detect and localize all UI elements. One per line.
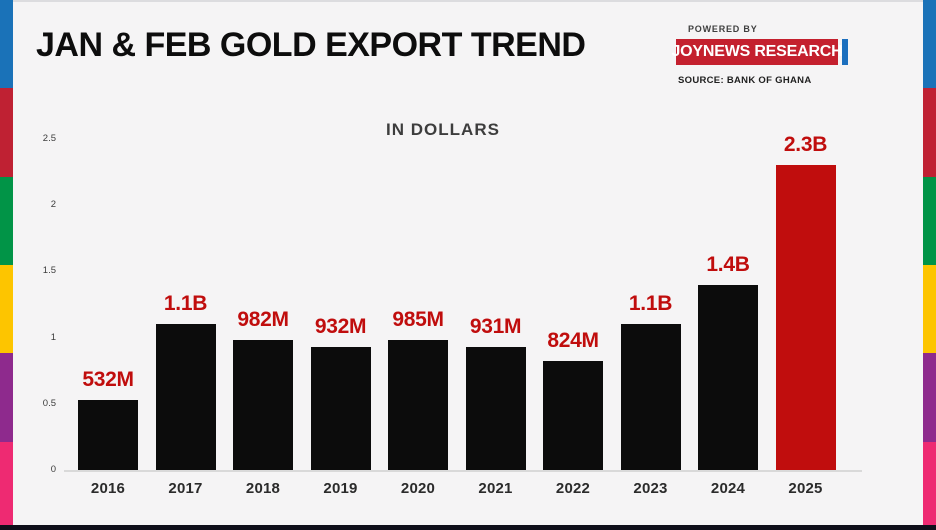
bar-2022 (543, 361, 603, 470)
category-label-2018: 2018 (245, 480, 281, 497)
y-axis: 0 0.5 1 1.5 2 2.5 (24, 133, 56, 475)
bottom-band (0, 525, 936, 530)
bar-group-2025: 2.3B 2025 (775, 133, 836, 497)
category-label-2022: 2022 (555, 480, 591, 497)
chart-subtitle: IN DOLLARS (386, 120, 500, 139)
source-label: SOURCE: BANK OF GHANA (678, 75, 812, 86)
value-label-2017: 1.1B (163, 292, 208, 315)
brand-badge-label: JOYNEWS RESEARCH (671, 43, 843, 60)
value-label-2021: 931M (469, 315, 522, 338)
y-tick-label: 0 (50, 464, 56, 475)
bar-group-2024: 1.4B 2024 (698, 139, 758, 497)
page-title: JAN & FEB GOLD EXPORT TREND (36, 26, 586, 64)
value-label-2020: 985M (392, 308, 444, 331)
stripe-segment (0, 441, 13, 530)
category-label-2020: 2020 (400, 480, 436, 497)
value-label-2019: 932M (314, 315, 367, 338)
brand-badge-row: JOYNEWS RESEARCH (671, 39, 876, 65)
category-label-2016: 2016 (90, 480, 126, 497)
joynews-research-badge: JOYNEWS RESEARCH (671, 39, 843, 65)
category-label-2021: 2021 (478, 480, 513, 497)
bar-group-2020: 985M 2020 (388, 139, 448, 497)
bar-2021 (465, 347, 526, 470)
stripe-segment (0, 264, 13, 354)
value-label-2025: 2.3B (783, 133, 828, 156)
stripe-segment (923, 0, 936, 89)
value-label-2024: 1.4B (706, 253, 750, 276)
y-tick-label: 2.5 (42, 133, 56, 144)
category-label-2024: 2024 (710, 480, 746, 497)
left-color-stripe (0, 0, 13, 530)
top-border (0, 0, 936, 2)
bar-2024 (698, 285, 758, 470)
y-tick-label: 0.5 (42, 397, 56, 409)
bar-group-2021: 931M 2021 (465, 139, 526, 497)
bar-2019 (310, 347, 371, 470)
badge-accent-bar (842, 39, 848, 65)
value-label-2018: 982M (237, 308, 289, 331)
right-color-stripe (923, 0, 936, 530)
brand-block: POWERED BY JOYNEWS RESEARCH SOURCE: BANK… (671, 24, 876, 86)
stripe-segment (0, 88, 13, 177)
category-label-2017: 2017 (168, 480, 203, 497)
stripe-segment (0, 353, 13, 442)
stripe-segment (923, 176, 936, 265)
stripe-segment (923, 88, 936, 177)
bar-2020 (388, 340, 448, 470)
value-label-2016: 532M (82, 368, 134, 391)
bar-group-2023: 1.1B 2023 (620, 139, 681, 497)
y-tick-label: 1 (50, 331, 56, 343)
y-tick-label: 1.5 (42, 265, 56, 277)
bar-2018 (233, 340, 293, 470)
bar-group-2018: 982M 2018 (233, 139, 293, 497)
value-label-2023: 1.1B (628, 292, 673, 315)
bars-container: 532M 2016 1.1B 2017 982M 2018 932M 2019 985M 2020… (64, 133, 862, 497)
stripe-segment (923, 353, 936, 442)
y-tick-label: 2 (50, 199, 56, 211)
stripe-segment (923, 264, 936, 354)
bar-2023 (620, 324, 681, 470)
bar-group-2019: 932M 2019 (310, 139, 371, 497)
category-label-2023: 2023 (633, 480, 668, 497)
category-label-2025: 2025 (788, 480, 823, 497)
stripe-segment (0, 0, 13, 89)
value-label-2022: 824M (547, 329, 599, 352)
stripe-segment (923, 441, 936, 530)
bar-2017 (155, 324, 216, 470)
bar-group-2022: 824M 2022 (543, 139, 603, 497)
stripe-segment (0, 176, 13, 265)
bar-group-2017: 1.1B 2017 (155, 139, 216, 497)
powered-by-label: POWERED BY (688, 24, 758, 34)
bar-2025 (775, 165, 836, 470)
category-label-2019: 2019 (323, 480, 358, 497)
bar-group-2016: 532M 2016 (78, 139, 138, 497)
plot-area: 0 0.5 1 1.5 2 2.5 532M 2016 1.1B 2017 982M 2018 932… (43, 133, 862, 497)
bar-2016 (78, 400, 138, 470)
